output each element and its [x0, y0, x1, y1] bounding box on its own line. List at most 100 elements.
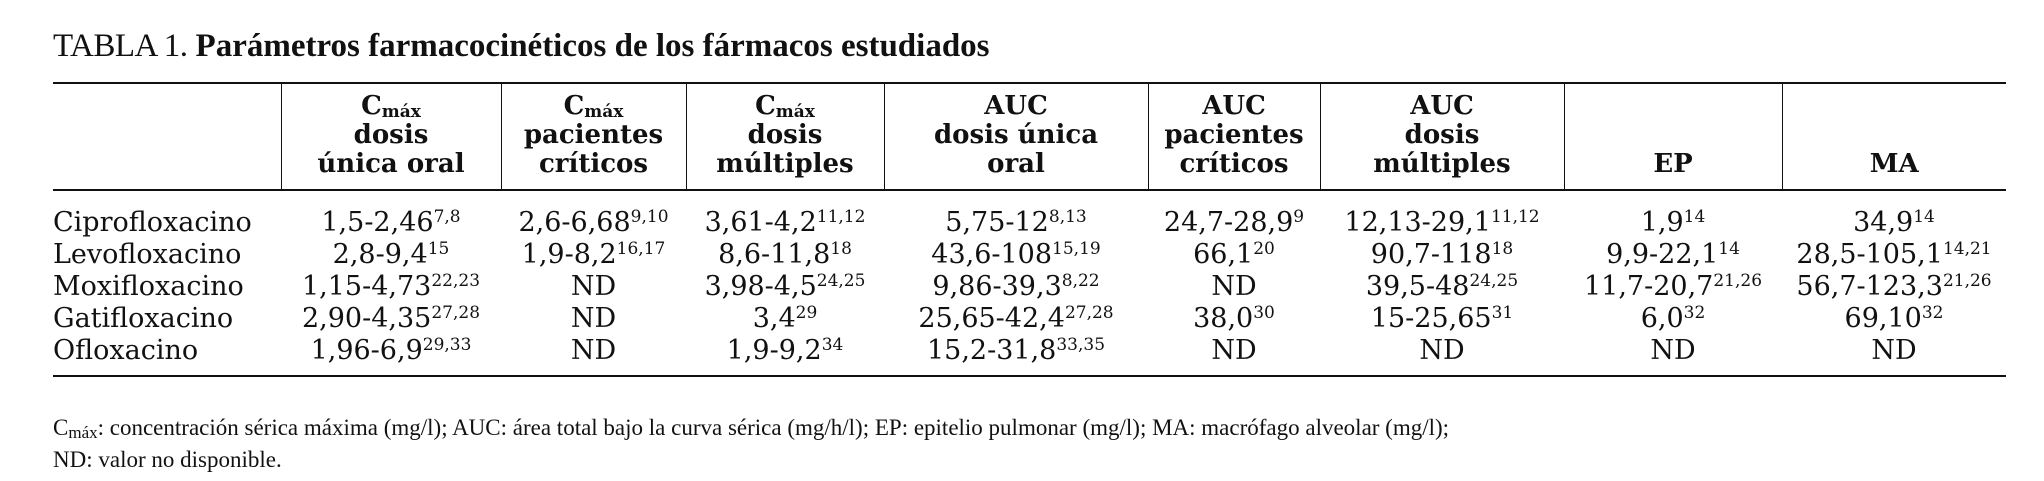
cell-value: 38,0 — [1193, 303, 1254, 334]
table-cell: 8,6-11,818 — [686, 239, 884, 271]
header-line: múltiples — [716, 149, 854, 179]
cell-value: 69,10 — [1844, 303, 1922, 334]
cell-reference: 14 — [1913, 207, 1935, 227]
row-name: Gatifloxacino — [53, 303, 234, 334]
cell-reference: 32 — [1921, 303, 1944, 323]
header-line: Cmáx — [282, 92, 501, 121]
cell-reference: 32 — [1683, 303, 1706, 323]
cell-value: 34,9 — [1853, 207, 1914, 238]
cell-reference: 8,13 — [1048, 207, 1087, 227]
cell-reference: 31 — [1491, 303, 1514, 323]
header-line: Cmáx — [502, 92, 686, 121]
cell-reference: 24,25 — [1469, 271, 1519, 291]
cell-value: 24,7-28,9 — [1163, 207, 1294, 238]
table-row: Ciprofloxacino 1,5-2,467,8 2,6-6,689,10 3,6… — [53, 190, 2006, 239]
cell-value: 56,7-123,3 — [1796, 271, 1943, 302]
cell-value: ND — [1211, 271, 1257, 302]
header-cell: EP — [1563, 83, 1782, 190]
cell-reference: 24,25 — [816, 271, 866, 291]
cell-value: 66,1 — [1193, 239, 1254, 270]
table-cell: 25,65-42,427,28 — [884, 303, 1148, 335]
header-row: Cmáx dosis única oral Cmáx pacientes críticos… — [53, 83, 2006, 190]
header-symbol: C — [361, 91, 382, 121]
header-cell: MA — [1781, 83, 2006, 190]
row-name: Ofloxacino — [53, 335, 199, 366]
table-cell: ND — [1564, 335, 1782, 376]
table-cell: 1,96-6,929,33 — [281, 335, 501, 376]
header-line: EP — [1653, 149, 1693, 179]
table-cell: 66,120 — [1148, 239, 1320, 271]
cell-value: 6,0 — [1640, 303, 1684, 334]
table-cell: 1,5-2,467,8 — [281, 190, 501, 239]
cell-value: 2,90-4,35 — [301, 303, 432, 334]
cell-value: ND — [1211, 335, 1257, 366]
header-line: múltiples — [1373, 149, 1511, 179]
table-cell: 56,7-123,321,26 — [1782, 271, 2006, 303]
row-name: Ciprofloxacino — [53, 207, 252, 238]
table-cell: 28,5-105,114,21 — [1782, 239, 2006, 271]
cell-value: ND — [1650, 335, 1696, 366]
table-cell: 34,914 — [1782, 190, 2006, 239]
header-cell: AUC dosis única oral — [883, 83, 1148, 190]
header-line: dosis única — [933, 120, 1099, 150]
table-cell: 1,9-9,234 — [686, 335, 884, 376]
header-line: pacientes — [1164, 120, 1304, 150]
table-row: Gatifloxacino 2,90-4,3527,28 ND 3,429 25,65-… — [53, 303, 2006, 335]
cell-reference: 9,10 — [630, 207, 669, 227]
cell-reference: 15,19 — [1052, 239, 1101, 259]
cell-reference: 14 — [1718, 239, 1740, 259]
header-cell: Cmáx dosis múltiples — [685, 83, 884, 190]
table-cell: ND — [1148, 271, 1320, 303]
cell-reference: 8,22 — [1061, 271, 1100, 291]
cell-reference: 27,28 — [431, 303, 481, 323]
header-line: única oral — [317, 149, 465, 179]
cell-value: 12,13-29,1 — [1344, 207, 1491, 238]
table-cell: 15-25,6531 — [1320, 303, 1564, 335]
header-symbol: C — [563, 91, 585, 121]
cell-value: 1,5-2,46 — [321, 207, 434, 238]
table-cell: 1,914 — [1564, 190, 1782, 239]
cell-value: 39,5-48 — [1365, 271, 1470, 302]
header-symbol: C — [755, 91, 776, 121]
table-cell: ND — [501, 271, 686, 303]
cell-value: 9,86-39,3 — [932, 271, 1062, 302]
cell-value: ND — [1871, 335, 1917, 366]
header-subscript: máx — [775, 102, 815, 122]
table-cell: 3,429 — [686, 303, 884, 335]
table-cell: 2,90-4,3527,28 — [281, 303, 501, 335]
cell-value: 8,6-11,8 — [718, 239, 831, 270]
footnote-line: ND: valor no disponible. — [53, 447, 282, 472]
cell-value: ND — [1419, 335, 1465, 366]
cell-value: 2,6-6,68 — [518, 207, 631, 238]
cell-reference: 33,35 — [1056, 335, 1106, 355]
table-cell: 3,98-4,524,25 — [686, 271, 884, 303]
footnote: Cmáx: concentración sérica máxima (mg/l)… — [53, 412, 1449, 476]
table-cell: 2,6-6,689,10 — [501, 190, 686, 239]
footnote-text: : concentración sérica máxima (mg/l); AU… — [97, 415, 1450, 440]
table-cell: 6,032 — [1564, 303, 1782, 335]
cell-value: 11,7-20,7 — [1583, 271, 1714, 302]
table-cell: 90,7-11818 — [1320, 239, 1564, 271]
header-line: AUC — [1202, 91, 1266, 121]
table-cell: ND — [501, 303, 686, 335]
cell-reference: 15 — [427, 239, 450, 259]
table-cell: 24,7-28,99 — [1148, 190, 1320, 239]
header-line: dosis — [1404, 120, 1480, 150]
cell-reference: 11,12 — [1490, 207, 1540, 227]
table-cell: 39,5-4824,25 — [1320, 271, 1564, 303]
header-subscript: máx — [381, 102, 421, 122]
cell-reference: 29 — [795, 303, 818, 323]
table-cell: ND — [1320, 335, 1564, 376]
cell-value: 15-25,65 — [1370, 303, 1492, 334]
cell-value: 2,8-9,4 — [332, 239, 428, 270]
cell-reference: 20 — [1253, 239, 1275, 259]
cell-value: 25,65-42,4 — [918, 303, 1065, 334]
row-name: Levofloxacino — [53, 239, 242, 270]
table-cell: 15,2-31,833,35 — [884, 335, 1148, 376]
header-line: críticos — [1179, 149, 1289, 179]
table-cell: 3,61-4,211,12 — [686, 190, 884, 239]
header-subscript: máx — [584, 102, 624, 122]
table-cell: 43,6-10815,19 — [884, 239, 1148, 271]
header-cell: AUC dosis múltiples — [1319, 83, 1564, 190]
